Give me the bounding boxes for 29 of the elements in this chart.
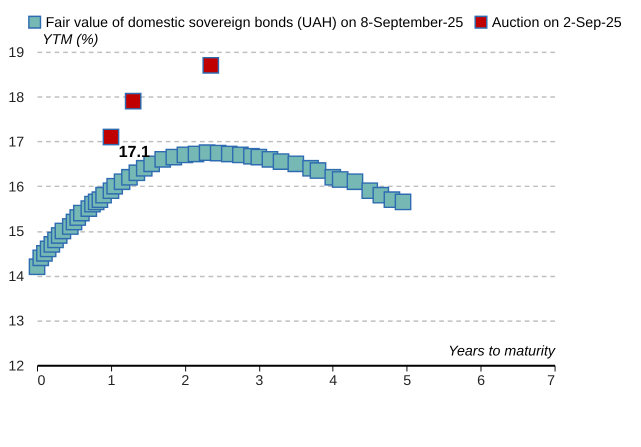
- x-axis-title: Years to maturity: [448, 343, 556, 360]
- y-tick-label: 12: [8, 358, 24, 375]
- x-tick-label: 6: [477, 372, 486, 389]
- x-tick-label: 4: [329, 372, 338, 389]
- point: [332, 171, 349, 188]
- x-tick-label: 5: [403, 372, 412, 389]
- legend-label: Auction on 2-Sep-25: [492, 14, 622, 31]
- point: [202, 56, 220, 74]
- data-label: 17.1: [118, 142, 150, 161]
- x-tick-label: 1: [107, 372, 116, 389]
- x-tick-label: 0: [38, 372, 46, 389]
- y-axis-title: YTM (%): [42, 32, 98, 48]
- point: [102, 128, 120, 146]
- point: [272, 153, 290, 170]
- y-tick-label: 18: [8, 90, 24, 106]
- y-tick-label: 13: [8, 314, 24, 330]
- x-tick-label: 2: [181, 372, 190, 389]
- point: [346, 173, 364, 190]
- point: [310, 162, 326, 179]
- x-tick-label: 3: [255, 372, 264, 389]
- y-tick-label: 14: [8, 268, 24, 285]
- y-tick-label: 19: [8, 45, 24, 62]
- x-tick-label: 7: [547, 372, 556, 389]
- y-tick-label: 16: [8, 179, 24, 196]
- y-tick-label: 17: [8, 134, 24, 151]
- y-tick-label: 15: [8, 224, 24, 240]
- point: [394, 194, 412, 210]
- legend-label: Fair value of domestic sovereign bonds (UAH) on 8-September-25: [46, 14, 464, 31]
- point: [124, 92, 142, 110]
